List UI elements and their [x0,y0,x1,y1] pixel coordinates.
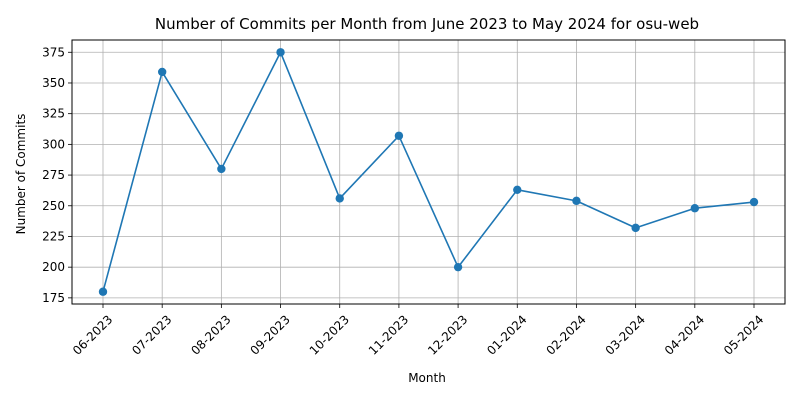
data-point [453,262,463,272]
data-point [276,48,285,57]
data-point [513,185,522,195]
y-tick-label: 225 [42,229,65,243]
data-point [631,223,640,233]
data-point [572,196,581,206]
series-line [102,51,755,292]
y-tick-label: 175 [42,291,65,305]
y-axis-label: Number of Commits [14,114,28,235]
y-axis-ticks: 175 200 225 250 275 300 325 350 375 [42,45,72,305]
series-line-group [102,51,755,292]
chart-title: Number of Commits per Month from June 20… [155,15,699,33]
data-point [98,287,108,296]
data-point [690,204,700,213]
y-tick-label: 350 [42,76,65,90]
data-points [98,48,759,296]
y-tick-label: 250 [42,199,65,213]
y-tick-label: 325 [42,107,65,121]
y-tick-label: 300 [42,137,65,151]
y-tick-label: 200 [42,260,65,274]
plot-area-frame [71,39,786,305]
y-tick-label: 275 [42,168,65,182]
x-axis-label: Month [408,371,446,385]
data-point [217,164,226,174]
data-point [157,67,167,77]
y-tick-label: 375 [42,45,65,59]
data-point [749,197,759,207]
grid-lines [72,40,785,304]
data-point [335,194,344,203]
data-point [394,131,404,140]
